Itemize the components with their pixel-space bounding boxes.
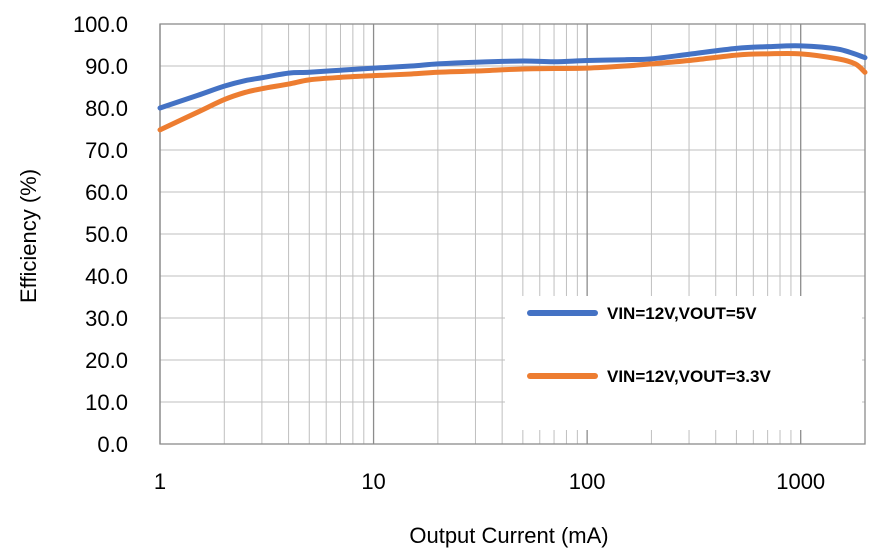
- series-lines: [157, 43, 868, 133]
- x-tick-label: 10: [361, 469, 385, 494]
- y-tick-label: 20.0: [85, 348, 128, 373]
- legend: VIN=12V,VOUT=5V VIN=12V,VOUT=3.3V: [505, 296, 862, 430]
- legend-label-series-2: VIN=12V,VOUT=3.3V: [607, 367, 771, 386]
- y-axis-label: Efficiency (%): [16, 169, 41, 303]
- legend-label-series-1: VIN=12V,VOUT=5V: [607, 304, 757, 323]
- x-tick-label: 100: [569, 469, 606, 494]
- y-tick-label: 10.0: [85, 390, 128, 415]
- x-axis-label: Output Current (mA): [409, 523, 608, 548]
- plot-frame: [159, 23, 866, 445]
- y-tick-label: 30.0: [85, 306, 128, 331]
- legend-box: [505, 296, 862, 430]
- series-line-1: [157, 43, 868, 111]
- y-tick-labels: 0.0 10.0 20.0 30.0 40.0 50.0 60.0 70.0 80.0 90.0 1…: [73, 12, 128, 457]
- series-line-2: [157, 50, 868, 133]
- y-tick-label: 100.0: [73, 12, 128, 37]
- y-tick-label: 90.0: [85, 54, 128, 79]
- y-tick-label: 0.0: [97, 432, 128, 457]
- x-tick-label: 1: [154, 469, 166, 494]
- y-tick-label: 60.0: [85, 180, 128, 205]
- y-tick-label: 50.0: [85, 222, 128, 247]
- y-tick-label: 40.0: [85, 264, 128, 289]
- y-tick-label: 70.0: [85, 138, 128, 163]
- y-tick-label: 80.0: [85, 96, 128, 121]
- x-tick-label: 1000: [776, 469, 825, 494]
- x-tick-labels: 1 10 100 1000: [154, 469, 825, 494]
